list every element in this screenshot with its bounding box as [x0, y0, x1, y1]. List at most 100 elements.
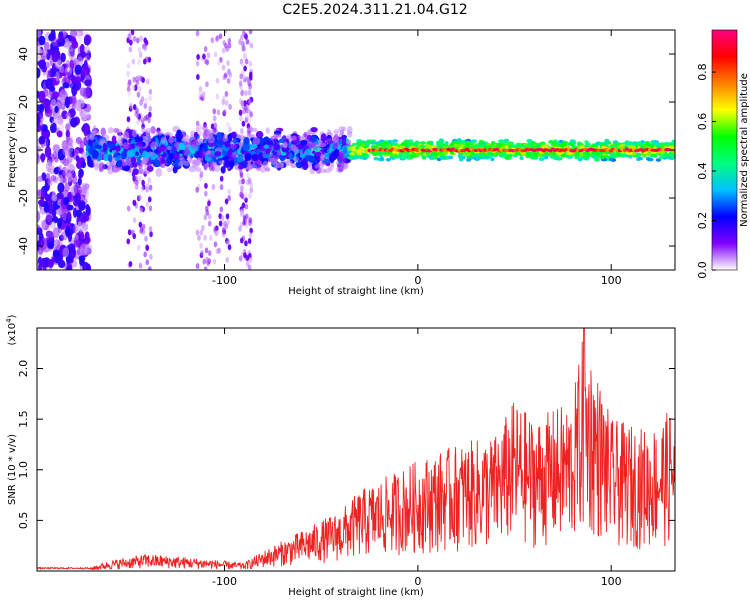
heatmap-cell: [204, 58, 208, 65]
heatmap-cell: [279, 155, 285, 162]
heatmap-cell: [38, 59, 47, 70]
heatmap-cell: [245, 114, 250, 121]
heatmap-cell: [370, 144, 376, 149]
heatmap-cell: [37, 175, 43, 183]
heatmap-cell: [62, 209, 67, 222]
heatmap-cell: [314, 164, 321, 169]
heatmap-cell: [215, 248, 220, 255]
heatmap-cell: [145, 244, 150, 251]
heatmap-cell: [574, 155, 579, 160]
heatmap-cell: [141, 179, 145, 186]
heatmap-cell: [201, 225, 205, 232]
heatmap-cell: [203, 46, 208, 53]
heatmap-cell: [196, 54, 200, 61]
heatmap-cell: [79, 43, 85, 55]
heatmap-cell: [243, 192, 248, 199]
y-axis-label: Frequency (Hz): [7, 112, 18, 188]
heatmap-cell: [54, 254, 60, 264]
heatmap-cell: [349, 151, 356, 156]
heatmap-cell: [199, 229, 204, 236]
heatmap-cell: [204, 205, 209, 212]
heatmap-cell: [239, 115, 243, 122]
heatmap-cell: [636, 153, 641, 158]
heatmap-cell: [57, 259, 66, 269]
heatmap-cell: [134, 175, 139, 182]
heatmap-cell: [131, 229, 135, 236]
heatmap-cell: [37, 210, 41, 223]
heatmap-cell: [136, 141, 143, 148]
heatmap-cell: [147, 117, 151, 124]
heatmap-cell: [127, 90, 132, 97]
colorbar-bar: [711, 29, 738, 271]
heatmap-cell: [88, 134, 95, 141]
heatmap-cell: [228, 160, 235, 168]
heatmap-cell: [244, 90, 248, 97]
heatmap-cell: [170, 146, 178, 152]
heatmap-cell: [159, 161, 166, 168]
heatmap-cell: [390, 141, 395, 146]
heatmap-cell: [226, 134, 233, 143]
heatmap-cell: [242, 30, 246, 37]
heatmap-cell: [251, 153, 259, 162]
heatmap-cell: [456, 142, 462, 147]
y-axis-label: SNR (10 * v/v): [7, 434, 18, 505]
heatmap-cell: [126, 62, 131, 69]
heatmap-cell: [94, 144, 103, 150]
heatmap-cell: [247, 238, 252, 245]
heatmap-cell: [264, 154, 270, 159]
heatmap-cell: [57, 218, 62, 229]
heatmap-cell: [196, 74, 200, 81]
heatmap-cell: [332, 143, 338, 150]
heatmap-cell: [243, 137, 250, 146]
heatmap-cell: [382, 151, 389, 155]
heatmap-cell: [172, 153, 180, 161]
heatmap-cell: [219, 206, 224, 213]
heatmap-cell: [65, 225, 71, 237]
heatmap-cell: [108, 154, 113, 163]
heatmap-cell: [475, 156, 481, 161]
heatmap-cell: [441, 151, 448, 156]
heatmap-cell: [37, 249, 43, 259]
heatmap-cell: [241, 202, 246, 209]
heatmap-cell: [210, 37, 215, 44]
heatmap-cell: [74, 192, 82, 204]
heatmap-cell: [148, 88, 153, 95]
heatmap-cell: [357, 149, 363, 153]
heatmap-cell: [140, 96, 145, 103]
heatmap-cell: [212, 108, 217, 115]
heatmap-cell: [306, 129, 312, 135]
heatmap-cell: [37, 46, 42, 54]
heatmap-cell: [122, 142, 130, 150]
heatmap-cell: [385, 157, 392, 162]
heatmap-cell: [262, 160, 269, 170]
heatmap-cell: [132, 168, 139, 176]
heatmap-cell: [44, 61, 50, 69]
heatmap-cell: [661, 153, 668, 158]
heatmap-cell: [52, 91, 59, 99]
heatmap-cell: [128, 46, 133, 53]
heatmap-cell: [373, 156, 380, 161]
heatmap-cell: [113, 152, 119, 158]
heatmap-cell: [156, 130, 164, 136]
heatmap-cell: [87, 155, 92, 165]
heatmap-cell: [214, 151, 222, 157]
heatmap-cell: [242, 45, 246, 52]
heatmap-cell: [479, 153, 485, 158]
heatmap-cell: [432, 152, 439, 157]
heatmap-cell: [421, 156, 427, 160]
heatmap-cell: [56, 208, 63, 216]
heatmap-cell: [199, 170, 204, 177]
heatmap-cell: [221, 99, 226, 106]
heatmap-cell: [206, 149, 212, 156]
heatmap-cell: [168, 136, 174, 144]
heatmap-cell: [485, 142, 491, 147]
heatmap-cell: [37, 114, 41, 126]
heatmap-cell: [200, 249, 204, 256]
heatmap-cell: [207, 250, 212, 257]
heatmap-cell: [207, 200, 211, 207]
heatmap-cell: [141, 223, 146, 230]
heatmap-cell: [490, 157, 495, 162]
heatmap-cell: [210, 123, 215, 130]
heatmap-cell: [249, 42, 254, 49]
heatmap-cell: [192, 159, 200, 165]
